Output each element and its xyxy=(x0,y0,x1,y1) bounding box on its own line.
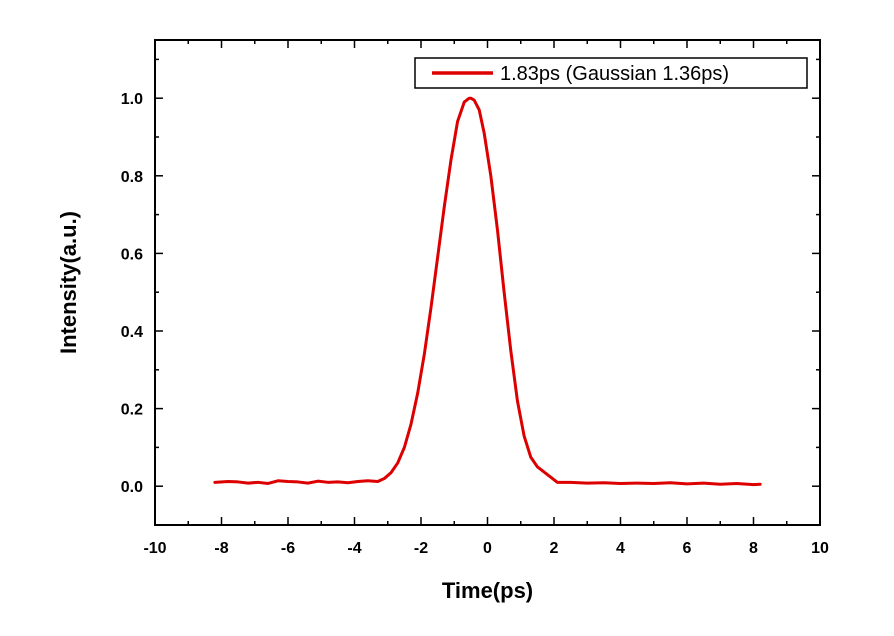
series-line-0 xyxy=(213,96,762,487)
x-tick-label: 10 xyxy=(811,540,829,557)
x-tick-label: -8 xyxy=(214,540,228,557)
plot-layer xyxy=(213,96,762,487)
x-tick-label: -4 xyxy=(347,540,361,557)
x-tick-label: 0 xyxy=(483,540,492,557)
y-tick-label: 0.6 xyxy=(121,246,143,263)
x-axis-title: Time(ps) xyxy=(442,578,533,603)
x-tick-label: 6 xyxy=(683,540,692,557)
y-tick-label: 0.0 xyxy=(121,479,143,496)
x-tick-label: -6 xyxy=(281,540,295,557)
y-tick-label: 0.2 xyxy=(121,402,143,419)
y-tick-label: 0.4 xyxy=(121,324,143,341)
x-tick-label: 4 xyxy=(616,540,625,557)
y-axis-ticks: 0.0 0.2 0.4 0.6 0.8 1.0 xyxy=(121,58,820,526)
x-tick-label: -10 xyxy=(143,540,166,557)
x-tick-label: -2 xyxy=(414,540,428,557)
x-tick-label: 8 xyxy=(749,540,758,557)
x-axis-ticks: -10 -8 -6 -4 -2 0 2 4 6 8 10 xyxy=(143,40,829,557)
legend-label: 1.83ps (Gaussian 1.36ps) xyxy=(500,63,729,85)
y-axis-title: Intensity(a.u.) xyxy=(56,211,81,354)
legend: 1.83ps (Gaussian 1.36ps) xyxy=(414,57,808,89)
x-tick-label: 2 xyxy=(550,540,559,557)
y-tick-label: 1.0 xyxy=(121,91,143,108)
y-tick-label: 0.8 xyxy=(121,169,143,186)
